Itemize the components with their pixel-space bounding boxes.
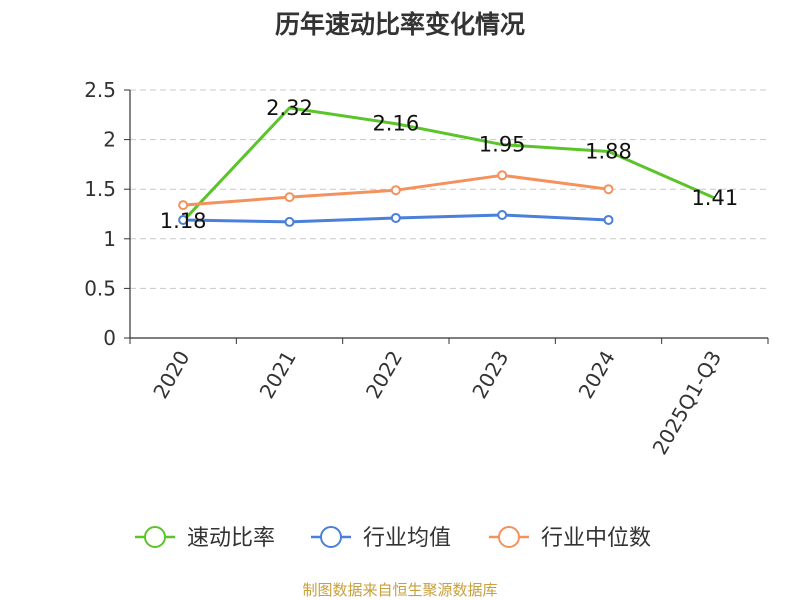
x-tick-label: 2022 <box>361 347 407 403</box>
data-label: 1.88 <box>585 140 632 164</box>
axes: 0 0.5 1 1.5 2 2.5 2020 2021 2022 2023 2024 2025Q1-Q… <box>84 78 769 459</box>
x-tick-label: 2021 <box>255 347 301 403</box>
legend-item[interactable]: 行业中位数 <box>489 526 651 551</box>
data-labels: 1.18 2.32 2.16 1.95 1.88 1.41 <box>160 96 738 233</box>
y-tick-label: 1.5 <box>84 177 116 201</box>
y-tick-label: 0 <box>103 326 116 350</box>
legend-item[interactable]: 行业均值 <box>311 526 451 551</box>
legend: 速动比率 行业均值 行业中位数 <box>135 526 651 551</box>
legend-marker-icon <box>320 526 342 548</box>
data-label: 2.32 <box>266 96 313 120</box>
data-label: 1.18 <box>160 209 207 233</box>
y-tick-label: 1 <box>103 227 116 251</box>
source-note: 制图数据来自恒生聚源数据库 <box>302 581 497 599</box>
x-tick-label: 2023 <box>467 346 513 402</box>
legend-label: 速动比率 <box>187 526 275 551</box>
data-label: 1.41 <box>691 186 738 210</box>
data-point <box>390 185 401 196</box>
data-point <box>390 212 401 223</box>
grid-lines <box>130 89 768 289</box>
x-tick-label: 2020 <box>148 347 194 403</box>
legend-label: 行业均值 <box>363 526 451 551</box>
series-lines <box>178 106 716 227</box>
data-label: 1.95 <box>479 133 526 157</box>
data-point <box>284 192 295 203</box>
data-point <box>284 216 295 227</box>
series-line <box>182 106 716 222</box>
data-point <box>178 200 189 211</box>
data-label: 2.16 <box>372 112 419 136</box>
data-point <box>603 214 614 225</box>
data-point <box>603 184 614 195</box>
chart-title: 历年速动比率变化情况 <box>275 10 525 39</box>
data-point <box>178 214 189 225</box>
x-tick-label: 2025Q1-Q3 <box>647 347 726 459</box>
y-tick-label: 2 <box>103 128 116 152</box>
data-point <box>497 209 508 220</box>
x-tick-label: 2024 <box>574 347 620 403</box>
legend-item[interactable]: 速动比率 <box>135 526 275 551</box>
legend-label: 行业中位数 <box>541 526 651 551</box>
data-point <box>497 170 508 181</box>
legend-marker-icon <box>144 526 166 548</box>
legend-marker-icon <box>498 526 520 548</box>
y-tick-label: 0.5 <box>84 276 116 300</box>
y-tick-label: 2.5 <box>84 78 116 102</box>
